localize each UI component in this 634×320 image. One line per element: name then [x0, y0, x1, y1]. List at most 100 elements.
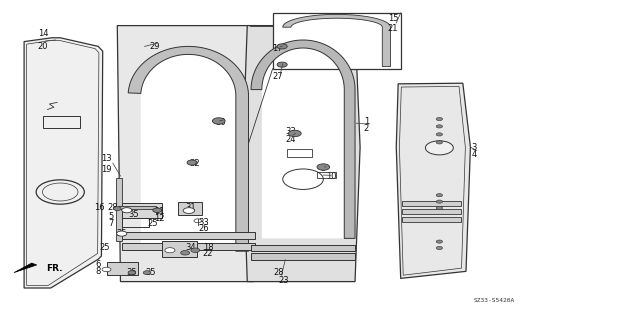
Circle shape	[436, 206, 443, 210]
Text: 35: 35	[128, 210, 138, 219]
Circle shape	[113, 207, 121, 211]
Circle shape	[436, 240, 443, 243]
Text: 6: 6	[96, 260, 101, 269]
Bar	[402, 217, 461, 222]
Circle shape	[183, 208, 195, 213]
Bar	[287, 149, 312, 157]
Polygon shape	[117, 26, 263, 282]
Text: 4: 4	[472, 150, 477, 159]
Text: 20: 20	[38, 42, 48, 51]
Text: 28: 28	[107, 203, 117, 212]
Bar	[122, 243, 255, 250]
Text: 19: 19	[101, 165, 112, 174]
Bar	[43, 116, 80, 128]
Text: 25: 25	[146, 268, 156, 277]
Text: 35: 35	[126, 268, 136, 277]
Circle shape	[436, 117, 443, 121]
Text: 16: 16	[94, 203, 105, 212]
Text: 34: 34	[185, 244, 195, 252]
Text: 27: 27	[273, 72, 283, 81]
Circle shape	[181, 251, 190, 255]
Polygon shape	[141, 54, 236, 251]
Circle shape	[317, 164, 330, 170]
Circle shape	[165, 248, 175, 253]
Text: 33: 33	[285, 127, 295, 136]
Text: 18: 18	[203, 243, 213, 252]
Circle shape	[36, 180, 84, 204]
Circle shape	[102, 267, 111, 272]
Circle shape	[277, 44, 287, 49]
Bar	[251, 245, 355, 251]
Bar	[251, 253, 355, 260]
Text: 3: 3	[472, 143, 477, 152]
Bar	[118, 206, 156, 209]
Bar	[273, 13, 401, 69]
Text: FR.: FR.	[46, 264, 62, 273]
Circle shape	[277, 62, 287, 67]
Bar	[122, 218, 149, 227]
Bar	[116, 178, 122, 241]
Circle shape	[191, 248, 200, 252]
Bar	[107, 262, 138, 275]
Text: 32: 32	[190, 159, 200, 168]
Text: 24: 24	[285, 135, 295, 144]
Bar	[122, 203, 162, 218]
Circle shape	[436, 194, 443, 197]
Circle shape	[153, 208, 162, 212]
Text: 9: 9	[321, 164, 326, 173]
Text: 28: 28	[274, 268, 284, 277]
Polygon shape	[14, 263, 37, 273]
Circle shape	[283, 169, 323, 189]
Circle shape	[288, 130, 301, 137]
Circle shape	[122, 208, 132, 213]
Bar	[178, 202, 202, 215]
Text: 26: 26	[199, 224, 209, 233]
Text: 2: 2	[364, 124, 369, 132]
Circle shape	[436, 125, 443, 128]
Circle shape	[117, 231, 127, 236]
Text: 14: 14	[38, 29, 48, 38]
Circle shape	[436, 200, 443, 203]
Polygon shape	[283, 14, 391, 67]
Text: 5: 5	[108, 212, 113, 221]
Text: 12: 12	[155, 214, 165, 223]
Polygon shape	[243, 26, 360, 282]
Circle shape	[128, 271, 136, 275]
Text: 25: 25	[117, 229, 127, 238]
Circle shape	[187, 160, 197, 165]
Text: 29: 29	[150, 42, 160, 51]
Bar	[317, 172, 336, 178]
Text: 30: 30	[216, 118, 226, 127]
Text: 33: 33	[199, 218, 209, 227]
Circle shape	[436, 141, 443, 144]
Text: 21: 21	[388, 24, 398, 33]
Circle shape	[436, 246, 443, 250]
Text: 31: 31	[185, 203, 195, 212]
Circle shape	[143, 271, 151, 275]
Polygon shape	[262, 48, 344, 238]
Polygon shape	[24, 38, 103, 288]
Bar	[402, 209, 461, 214]
Polygon shape	[128, 46, 249, 251]
Text: 10: 10	[326, 172, 336, 181]
Bar	[122, 232, 255, 239]
Text: 13: 13	[101, 154, 112, 163]
Text: 7: 7	[108, 220, 113, 228]
Bar	[402, 201, 461, 206]
Circle shape	[436, 133, 443, 136]
Text: 17: 17	[273, 44, 283, 52]
Text: 1: 1	[364, 117, 369, 126]
Text: 22: 22	[203, 249, 213, 258]
Text: 25: 25	[100, 243, 110, 252]
Text: SZ33-S5420A: SZ33-S5420A	[474, 298, 515, 303]
Polygon shape	[251, 40, 355, 238]
Text: 25: 25	[147, 220, 157, 228]
Bar	[162, 241, 197, 257]
Text: 8: 8	[96, 267, 101, 276]
Circle shape	[425, 141, 453, 155]
Text: 11: 11	[155, 207, 165, 216]
Text: 15: 15	[388, 14, 398, 23]
Polygon shape	[396, 83, 470, 278]
Text: 23: 23	[279, 276, 289, 285]
Circle shape	[212, 118, 225, 124]
